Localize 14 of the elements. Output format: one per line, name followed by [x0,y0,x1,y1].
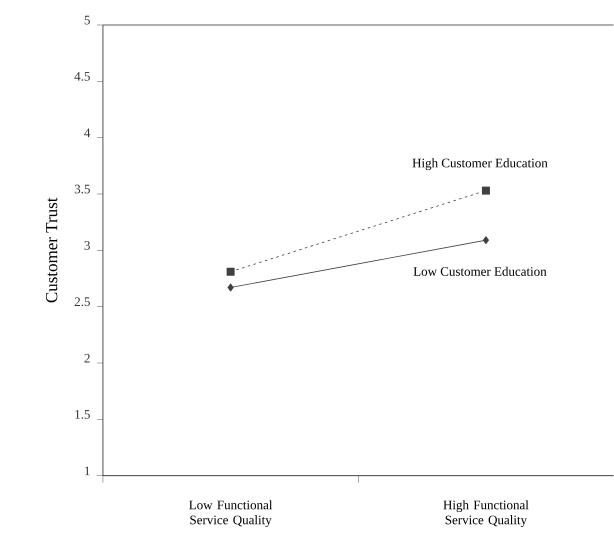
series-label: Low Customer Education [414,266,546,276]
y-tick-label: 1 [85,466,90,476]
y-tick-label: 2 [84,354,90,363]
y-tick-label: 1.5 [75,410,90,419]
y-tick-label: 5 [84,16,90,25]
series-label: High Customer Education [412,158,548,170]
x-tick-label: High Functional Service Quality [443,500,529,528]
x-tick-label: Low Functional Service Quality [189,500,272,528]
y-tick-label: 2.5 [74,298,90,306]
y-tick-label: 3 [84,241,90,250]
y-tick-label: 4.5 [74,72,90,81]
y-tick-label: 4 [84,128,90,138]
y-tick-label: 3.5 [74,184,90,194]
y-axis-title: Customer Trust [46,198,58,303]
